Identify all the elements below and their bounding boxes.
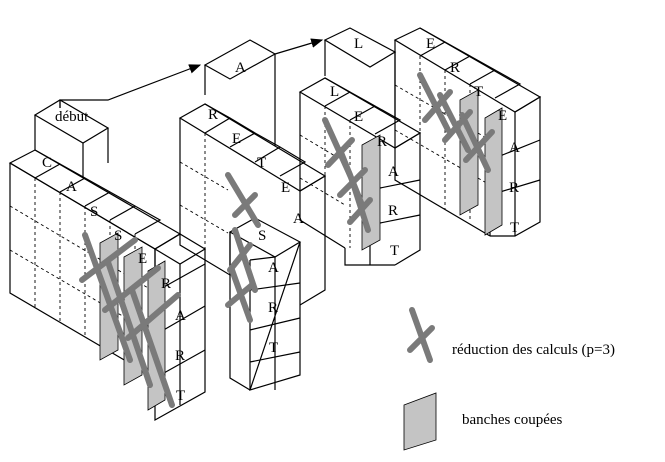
letter: E bbox=[281, 180, 290, 196]
letter: S bbox=[114, 228, 122, 244]
reduction-marks bbox=[417, 72, 495, 173]
letter: T bbox=[510, 220, 519, 236]
letter: T bbox=[269, 340, 278, 356]
letter: L bbox=[354, 36, 363, 52]
letter: A bbox=[175, 308, 186, 324]
letter: A bbox=[388, 164, 399, 180]
arrow-to-block-2 bbox=[59, 64, 202, 108]
letter: A bbox=[268, 260, 279, 276]
block-3: L L E R A R T bbox=[298, 27, 422, 266]
block-4: E R T E A R T bbox=[393, 27, 542, 237]
reduction-legend-icon bbox=[407, 307, 435, 363]
letter: E bbox=[138, 251, 147, 267]
letter: R bbox=[268, 300, 278, 316]
reduction-marks bbox=[225, 172, 261, 323]
letter: T bbox=[257, 155, 266, 171]
legend: réduction des calculs (p=3) banches coup… bbox=[403, 307, 615, 451]
legend-cut-label: banches coupées bbox=[462, 412, 563, 428]
start-label: début bbox=[55, 109, 89, 125]
block-1: début C A S S E R A R T bbox=[8, 99, 207, 422]
letter: L bbox=[330, 84, 339, 100]
letter: S bbox=[90, 204, 98, 220]
letter: A bbox=[66, 179, 77, 195]
letter: R bbox=[509, 180, 519, 196]
letter: R bbox=[161, 276, 171, 292]
letter: T bbox=[176, 388, 185, 404]
cut-legend-icon bbox=[403, 392, 437, 451]
reduction-marks bbox=[322, 117, 373, 233]
letter: S bbox=[258, 228, 266, 244]
letter: R bbox=[175, 348, 185, 364]
letter: T bbox=[390, 243, 399, 259]
letter: E bbox=[498, 108, 507, 124]
letter: C bbox=[42, 155, 52, 171]
letter: R bbox=[388, 203, 398, 219]
letter: E bbox=[426, 36, 435, 52]
arrow-to-block-3 bbox=[274, 38, 324, 55]
letter: E bbox=[232, 131, 241, 147]
reduction-marks bbox=[79, 232, 181, 408]
letter: R bbox=[377, 134, 387, 150]
letter: A bbox=[509, 140, 520, 156]
block-2: A R E T E A S A R T bbox=[178, 39, 327, 391]
letter: T bbox=[474, 84, 483, 100]
legend-reduction-label: réduction des calculs (p=3) bbox=[452, 342, 615, 358]
letter: A bbox=[235, 60, 246, 76]
letter: R bbox=[208, 107, 218, 123]
letter: R bbox=[450, 60, 460, 76]
letter: E bbox=[354, 109, 363, 125]
letter: A bbox=[293, 211, 304, 227]
